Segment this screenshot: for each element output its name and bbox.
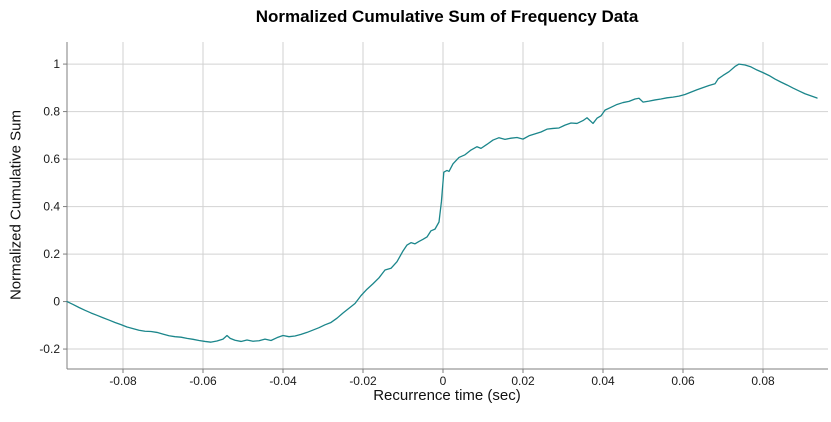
x-tick-label: 0	[440, 374, 447, 388]
x-axis-label: Recurrence time (sec)	[373, 387, 521, 404]
x-tick-label: -0.02	[349, 374, 377, 388]
y-tick-label: 0.6	[43, 152, 60, 166]
y-tick-label: 0.2	[43, 247, 60, 261]
y-tick-label: 1	[53, 57, 60, 71]
chart-title: Normalized Cumulative Sum of Frequency D…	[255, 7, 639, 26]
x-tick-label: 0.08	[751, 374, 775, 388]
y-tick-label: 0	[53, 295, 60, 309]
y-tick-label: 0.8	[43, 105, 60, 119]
x-tick-label: -0.06	[189, 374, 217, 388]
x-tick-label: -0.08	[109, 374, 137, 388]
y-tick-label: 0.4	[43, 200, 60, 214]
cumulative-sum-line	[66, 63, 818, 343]
x-tick-label: 0.02	[511, 374, 535, 388]
y-tick-label: -0.2	[39, 342, 60, 356]
x-tick-label: 0.04	[591, 374, 615, 388]
x-tick-label: -0.04	[269, 374, 297, 388]
y-axis-label: Normalized Cumulative Sum	[7, 109, 25, 301]
x-tick-label: 0.06	[671, 374, 695, 388]
